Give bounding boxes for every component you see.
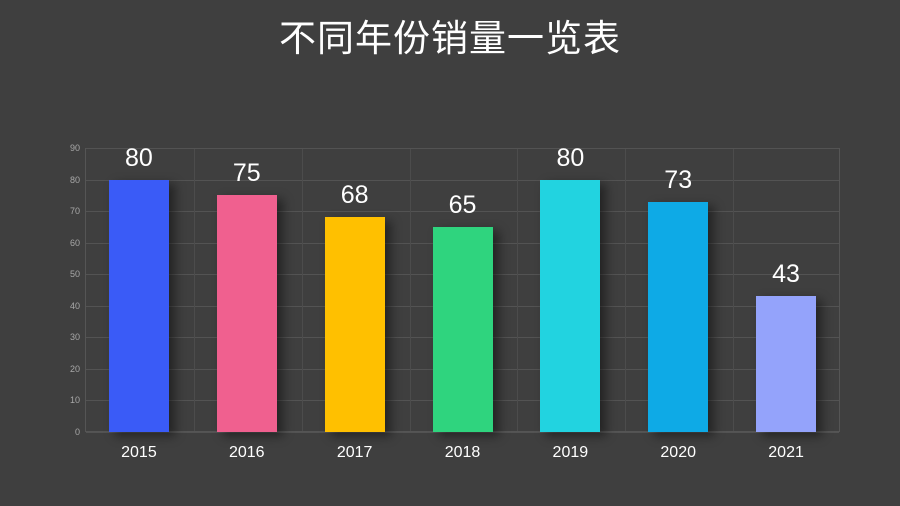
y-tick-label: 60	[69, 237, 80, 248]
bar-2016	[216, 195, 277, 432]
data-label: 75	[232, 159, 261, 188]
bar-2021	[756, 296, 817, 432]
chart-title: 不同年份销量一览表	[279, 17, 621, 60]
bar-2018	[432, 226, 493, 432]
y-tick-label: 40	[69, 300, 80, 311]
x-tick-label: 2017	[336, 444, 373, 461]
bar-2020	[648, 201, 709, 432]
data-label: 80	[125, 143, 153, 172]
x-tick-label: 2021	[768, 444, 804, 461]
gridline-vertical	[517, 149, 519, 431]
bar-2019	[540, 179, 601, 432]
gridline-horizontal	[86, 432, 839, 433]
x-tick-label: 2016	[228, 444, 265, 461]
bar-2017	[324, 217, 385, 432]
y-tick-label: 70	[69, 206, 80, 217]
gridline-vertical	[733, 149, 735, 431]
bar-2015	[108, 179, 169, 432]
y-tick-label: 10	[69, 395, 80, 406]
gridline-horizontal	[86, 179, 839, 181]
x-tick-label: 2019	[552, 444, 589, 461]
data-label: 65	[448, 190, 477, 219]
y-tick-label: 90	[69, 143, 80, 153]
y-tick-label: 20	[69, 363, 80, 374]
y-tick-label: 50	[69, 269, 80, 280]
gridline-vertical	[301, 149, 303, 431]
x-tick-label: 2020	[660, 444, 696, 461]
y-tick-label: 0	[74, 427, 80, 437]
y-tick-label: 30	[69, 332, 80, 343]
data-label: 43	[772, 260, 800, 289]
gridline-vertical	[625, 149, 627, 431]
data-label: 68	[340, 181, 369, 210]
gridline-vertical	[409, 149, 411, 431]
x-tick-label: 2015	[121, 444, 157, 461]
data-label: 80	[556, 143, 585, 172]
data-label: 73	[664, 165, 693, 194]
gridline-horizontal	[86, 148, 839, 149]
x-tick-label: 2018	[444, 444, 481, 461]
gridline-vertical	[193, 149, 195, 431]
gridline-horizontal	[86, 211, 839, 213]
y-tick-label: 80	[69, 174, 80, 185]
